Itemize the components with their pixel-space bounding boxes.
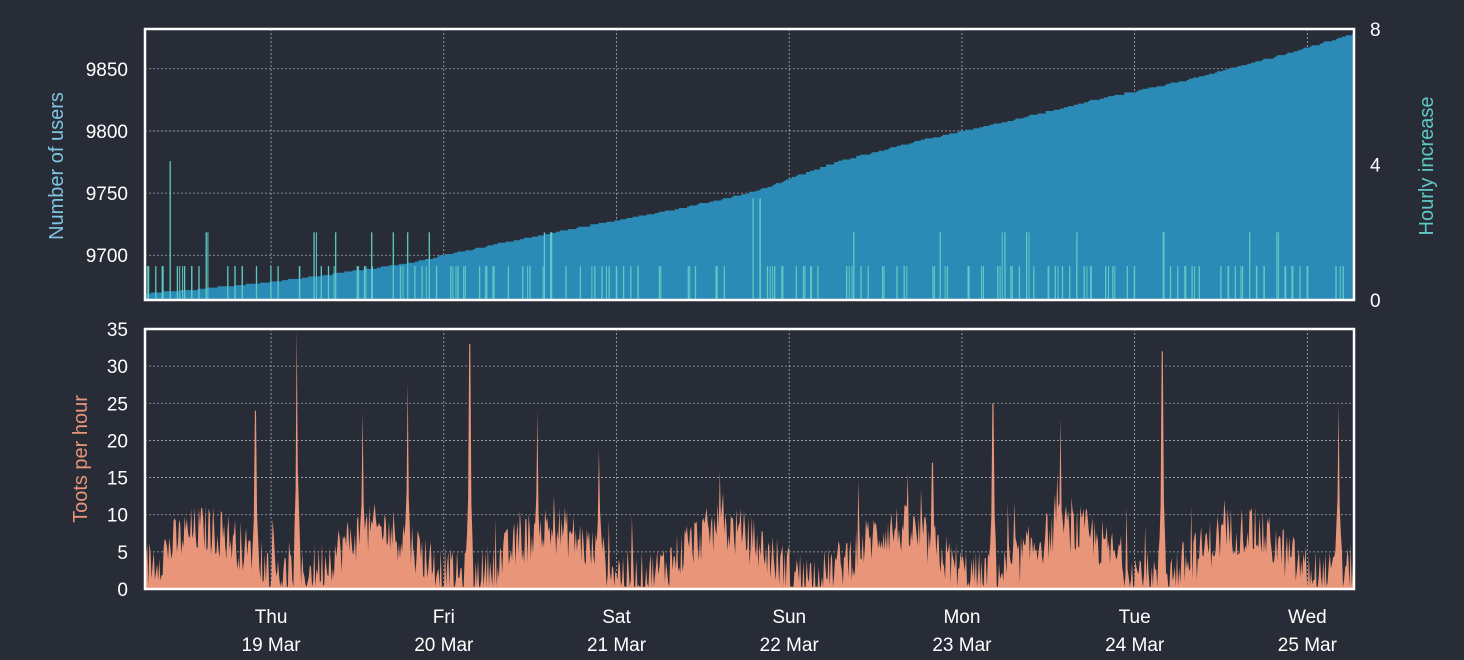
x-tick-date-label: 21 Mar bbox=[587, 635, 647, 656]
x-tick-date-label: 23 Mar bbox=[932, 635, 992, 656]
x-tick-day-label: Thu bbox=[255, 607, 288, 628]
toots-y-tick-label: 35 bbox=[107, 320, 128, 341]
toots-y-tick-label: 5 bbox=[117, 543, 128, 564]
hourly-increase-y-ticks: 0 4 8 bbox=[1370, 20, 1381, 312]
toots-y-tick-label: 30 bbox=[107, 357, 128, 378]
toots-y-axis-title: Toots per hour bbox=[70, 395, 92, 523]
toots-y-tick-label: 20 bbox=[107, 431, 128, 452]
x-tick-day-label: Sat bbox=[602, 607, 631, 628]
x-axis-ticks: Thu 19 Mar Fri 20 Mar Sat 21 Mar Sun 22 Mar Mon 2… bbox=[242, 607, 1338, 656]
hourly-increase-y-axis-title: Hourly increase bbox=[1416, 97, 1438, 236]
hourly-increase-y-tick-label: 8 bbox=[1370, 20, 1381, 41]
users-panel: 9700 9750 9800 9850 0 4 8 Number of users Hou… bbox=[46, 20, 1438, 312]
x-tick-date-label: 24 Mar bbox=[1105, 635, 1165, 656]
toots-y-ticks: 0 5 10 15 20 25 30 35 bbox=[107, 320, 128, 601]
x-tick-day-label: Sun bbox=[772, 607, 806, 628]
x-tick-day-label: Wed bbox=[1288, 607, 1327, 628]
x-tick-date-label: 22 Mar bbox=[760, 635, 820, 656]
users-y-axis-title: Number of users bbox=[46, 92, 68, 240]
toots-area-series bbox=[145, 329, 1354, 589]
toots-panel-frame bbox=[143, 327, 1356, 591]
hourly-increase-bars bbox=[146, 161, 1344, 300]
toots-panel: 0 5 10 15 20 25 30 35 Toots per hour bbox=[70, 320, 1356, 601]
users-y-tick-label: 9750 bbox=[86, 184, 128, 205]
users-y-tick-label: 9850 bbox=[86, 60, 128, 81]
x-tick-day-label: Mon bbox=[943, 607, 980, 628]
toots-y-tick-label: 25 bbox=[107, 394, 128, 415]
toots-y-tick-label: 15 bbox=[107, 469, 128, 490]
x-tick-date-label: 19 Mar bbox=[242, 635, 302, 656]
toots-y-tick-label: 0 bbox=[117, 580, 128, 601]
x-tick-date-label: 20 Mar bbox=[414, 635, 474, 656]
users-panel-frame bbox=[143, 27, 1356, 302]
x-tick-day-label: Tue bbox=[1119, 607, 1151, 628]
users-y-tick-label: 9800 bbox=[86, 122, 128, 143]
hourly-increase-y-tick-label: 4 bbox=[1370, 156, 1381, 177]
users-area-series bbox=[145, 34, 1354, 300]
users-y-ticks: 9700 9750 9800 9850 bbox=[86, 60, 128, 267]
toots-gridlines bbox=[145, 328, 1354, 590]
hourly-increase-y-tick-label: 0 bbox=[1370, 291, 1381, 312]
toots-y-tick-label: 10 bbox=[107, 506, 128, 527]
users-y-tick-label: 9700 bbox=[86, 246, 128, 267]
x-tick-date-label: 25 Mar bbox=[1278, 635, 1338, 656]
x-tick-day-label: Fri bbox=[433, 607, 455, 628]
